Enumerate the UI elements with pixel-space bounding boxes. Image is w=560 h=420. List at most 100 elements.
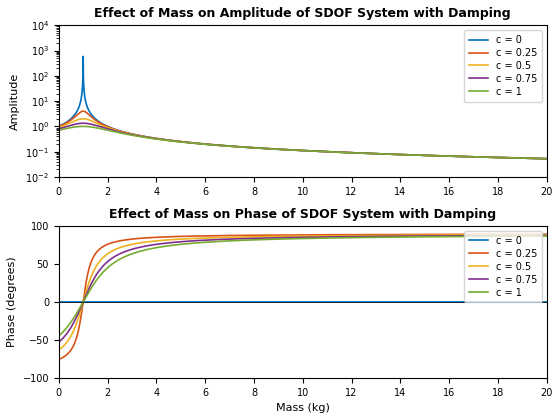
c = 0.5 <box>544 232 550 237</box>
c = 0.75 <box>242 236 249 241</box>
c = 1 <box>144 247 151 252</box>
c = 1 <box>373 151 380 156</box>
c = 1 <box>457 154 464 159</box>
c = 0.25 <box>348 150 355 155</box>
c = 0.5 <box>419 233 426 238</box>
c = 1 <box>420 153 427 158</box>
c = 0.75 <box>373 234 380 239</box>
c = 0 <box>457 154 464 159</box>
c = 1 <box>80 124 87 129</box>
c = 0.5 <box>55 125 62 130</box>
Y-axis label: Phase (degrees): Phase (degrees) <box>7 257 17 347</box>
c = 0.25 <box>80 109 87 114</box>
c = 0.25 <box>55 124 62 129</box>
c = 0.75 <box>544 233 550 238</box>
c = 0 <box>55 124 62 129</box>
c = 0.5 <box>457 154 464 159</box>
c = 0.75 <box>420 153 427 158</box>
c = 0.75 <box>144 135 151 140</box>
c = 0.5 <box>348 233 355 238</box>
c = 0 <box>348 150 355 155</box>
c = 0 <box>242 144 249 150</box>
c = 0.25 <box>419 232 426 237</box>
c = 0 <box>419 299 426 304</box>
c = 0 <box>55 299 62 304</box>
Line: c = 1: c = 1 <box>59 236 547 336</box>
c = 1 <box>373 235 380 240</box>
c = 0 <box>420 153 427 158</box>
Title: Effect of Mass on Amplitude of SDOF System with Damping: Effect of Mass on Amplitude of SDOF Syst… <box>95 7 511 20</box>
c = 0.75 <box>144 243 151 248</box>
c = 0.75 <box>419 234 426 239</box>
c = 0.25 <box>544 156 550 161</box>
c = 1 <box>419 234 426 239</box>
c = 0 <box>373 299 380 304</box>
c = 0 <box>373 151 380 156</box>
c = 0.25 <box>420 153 427 158</box>
Line: c = 0.5: c = 0.5 <box>59 235 547 350</box>
c = 0.25 <box>373 232 380 237</box>
c = 0 <box>144 134 151 139</box>
Title: Effect of Mass on Phase of SDOF System with Damping: Effect of Mass on Phase of SDOF System w… <box>109 208 496 221</box>
c = 0 <box>144 299 151 304</box>
c = 0.5 <box>373 151 380 156</box>
c = 1 <box>55 333 62 339</box>
c = 0.5 <box>242 145 249 150</box>
Line: c = 0.75: c = 0.75 <box>59 235 547 342</box>
c = 0.5 <box>544 156 550 161</box>
c = 0.25 <box>457 154 464 159</box>
c = 0 <box>544 299 550 304</box>
c = 0.25 <box>373 151 380 156</box>
c = 0.5 <box>420 153 427 158</box>
c = 0 <box>348 299 355 304</box>
c = 1 <box>457 234 464 239</box>
c = 0 <box>80 54 87 59</box>
c = 1 <box>544 234 550 239</box>
c = 0.5 <box>144 239 151 244</box>
c = 0.75 <box>80 121 87 126</box>
c = 0.25 <box>457 232 464 237</box>
c = 0.75 <box>348 234 355 239</box>
c = 0.25 <box>544 232 550 237</box>
Line: c = 1: c = 1 <box>59 126 547 159</box>
c = 1 <box>348 150 355 155</box>
Line: c = 0: c = 0 <box>59 56 547 159</box>
c = 0.5 <box>242 234 249 239</box>
c = 0.25 <box>242 233 249 238</box>
Line: c = 0.5: c = 0.5 <box>59 119 547 159</box>
c = 1 <box>144 135 151 140</box>
c = 1 <box>348 235 355 240</box>
c = 0.5 <box>348 150 355 155</box>
c = 0.5 <box>457 233 464 238</box>
c = 0.25 <box>348 232 355 237</box>
c = 0.75 <box>457 233 464 238</box>
c = 0.25 <box>242 144 249 150</box>
c = 0.75 <box>373 151 380 156</box>
c = 0.25 <box>144 134 151 139</box>
c = 0.75 <box>348 150 355 155</box>
Line: c = 0.75: c = 0.75 <box>59 123 547 159</box>
c = 0 <box>457 299 464 304</box>
c = 0.5 <box>80 116 87 121</box>
c = 1 <box>242 238 249 243</box>
Legend: c = 0, c = 0.25, c = 0.5, c = 0.75, c = 1: c = 0, c = 0.25, c = 0.5, c = 0.75, c = … <box>464 231 542 302</box>
c = 0.5 <box>55 347 62 352</box>
c = 0.75 <box>55 126 62 131</box>
c = 0 <box>242 299 249 304</box>
c = 0.75 <box>544 156 550 161</box>
Line: c = 0.25: c = 0.25 <box>59 234 547 360</box>
c = 0 <box>544 156 550 161</box>
c = 1 <box>55 128 62 133</box>
c = 0.5 <box>144 135 151 140</box>
Line: c = 0.25: c = 0.25 <box>59 111 547 159</box>
c = 1 <box>242 145 249 150</box>
c = 0.5 <box>373 233 380 238</box>
X-axis label: Mass (kg): Mass (kg) <box>276 403 330 413</box>
c = 0.75 <box>55 339 62 344</box>
c = 0.25 <box>55 357 62 362</box>
c = 0.25 <box>144 235 151 240</box>
Y-axis label: Amplitude: Amplitude <box>10 73 20 130</box>
c = 0.75 <box>457 154 464 159</box>
c = 1 <box>544 156 550 161</box>
c = 0.75 <box>242 145 249 150</box>
